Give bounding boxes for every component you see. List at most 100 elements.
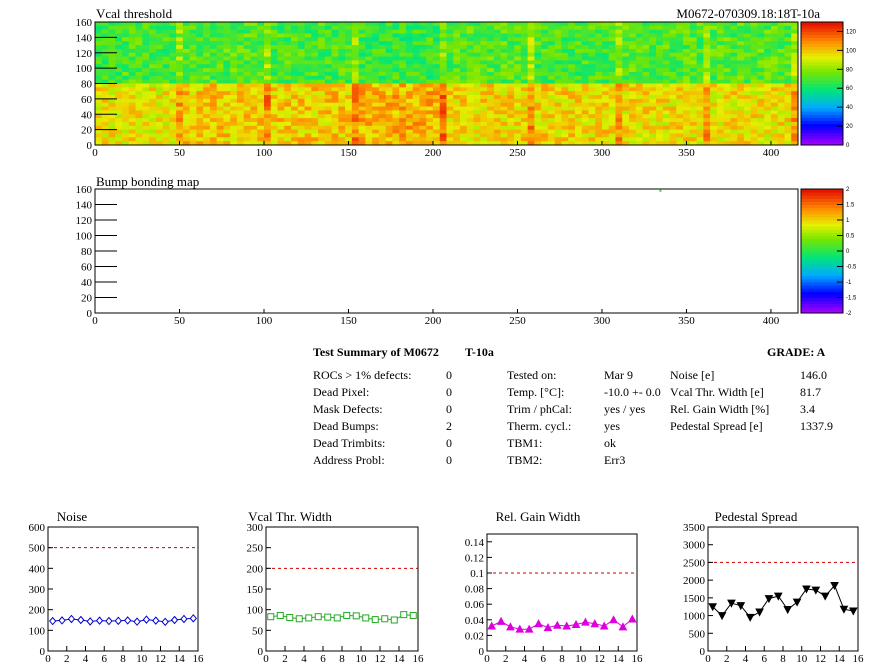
heatmap-cell: [209, 71, 218, 77]
heatmap-cell: [473, 91, 481, 96]
heatmap-cell: [101, 79, 109, 84]
heatmap-cell: [656, 79, 664, 84]
heatmap-cell: [432, 25, 441, 31]
y-tick-label: 300: [29, 584, 46, 596]
heatmap-cell: [372, 79, 380, 84]
color-scale-band: [801, 55, 843, 60]
heatmap-cell: [716, 87, 725, 92]
heatmap-cell: [615, 106, 623, 111]
heatmap-cell: [770, 41, 779, 46]
heatmap-cell: [716, 25, 725, 31]
heatmap-cell: [257, 110, 265, 115]
heatmap-cell: [703, 106, 711, 111]
heatmap-cell: [541, 79, 549, 84]
heatmap-cell: [743, 118, 752, 123]
heatmap-cell: [196, 48, 204, 54]
heatmap-cell: [291, 37, 299, 42]
x-tick-label: 0: [484, 653, 490, 665]
y-tick-label: 2000: [683, 575, 706, 587]
heatmap-cell: [439, 114, 447, 119]
heatmap-cell: [223, 45, 231, 50]
heatmap-cell: [236, 68, 245, 73]
heatmap-cell: [723, 25, 731, 31]
heatmap-cell: [460, 133, 468, 138]
color-scale-band: [801, 272, 843, 277]
heatmap-cell: [487, 114, 495, 119]
heatmap-cell: [209, 22, 218, 27]
x-tick-label: 12: [155, 653, 166, 665]
heatmap-cell: [426, 48, 434, 54]
heatmap-cell: [426, 118, 434, 123]
heatmap-cell: [345, 137, 353, 142]
heatmap-cell: [629, 25, 637, 31]
data-point: [152, 616, 160, 625]
heatmap-cell: [723, 121, 731, 127]
heatmap-cell: [304, 33, 312, 38]
heatmap-cell: [608, 68, 616, 73]
heatmap-cell: [568, 75, 576, 81]
heatmap-cell: [568, 48, 576, 54]
heatmap-cell: [203, 102, 211, 107]
heatmap-cell: [149, 102, 157, 107]
heatmap-cell: [209, 129, 218, 134]
heatmap-cell: [500, 75, 508, 81]
heatmap-cell: [297, 45, 305, 50]
heatmap-cell: [750, 125, 758, 131]
heatmap-cell: [284, 125, 292, 131]
heatmap-cell: [351, 98, 360, 104]
heatmap-cell: [676, 79, 684, 84]
heatmap-cell: [108, 79, 116, 84]
heatmap-cell: [358, 91, 366, 96]
heatmap-cell: [135, 75, 143, 81]
heatmap-cell: [743, 56, 752, 61]
x-tick-label: 150: [340, 315, 357, 327]
heatmap-cell: [777, 41, 785, 46]
heatmap-cell: [561, 129, 569, 134]
color-scale-band: [801, 114, 843, 118]
heatmap-cell: [277, 98, 285, 104]
color-scale-band: [801, 238, 843, 243]
heatmap-cell: [703, 37, 711, 42]
heatmap-cell: [250, 83, 258, 88]
heatmap-cell: [230, 98, 238, 104]
heatmap-cell: [324, 48, 332, 54]
heatmap-cell: [791, 110, 799, 115]
heatmap-cell: [460, 141, 468, 146]
heatmap-cell: [507, 106, 515, 111]
heatmap-cell: [608, 102, 616, 107]
heatmap-cell: [656, 114, 664, 119]
heatmap-cell: [635, 68, 643, 73]
x-tick-label: 2: [64, 653, 70, 665]
heatmap-cell: [642, 98, 650, 104]
heatmap-cell: [466, 141, 474, 146]
heatmap-cell: [189, 37, 197, 42]
heatmap-cell: [622, 83, 630, 88]
heatmap-cell: [527, 22, 535, 27]
heatmap-cell: [95, 137, 103, 142]
heatmap-cell: [642, 64, 650, 69]
heatmap-cell: [554, 29, 562, 34]
data-point: [390, 616, 398, 624]
heatmap-cell: [257, 118, 265, 123]
heatmap-cell: [318, 83, 326, 88]
heatmap-cell: [642, 95, 650, 100]
color-scale-label: -1.5: [846, 296, 857, 302]
heatmap-cell: [750, 91, 758, 96]
heatmap-cell: [581, 83, 589, 88]
heatmap-cell: [534, 45, 542, 50]
heatmap-cell: [135, 52, 143, 57]
heatmap-cell: [250, 71, 258, 77]
x-tick-label: 12: [815, 653, 826, 665]
heatmap-cell: [378, 137, 387, 142]
heatmap-cell: [514, 98, 522, 104]
heatmap-cell: [662, 106, 670, 111]
heatmap-cell: [230, 133, 238, 138]
heatmap-cell: [196, 56, 204, 61]
color-scale-band: [801, 43, 843, 48]
heatmap-cell: [128, 22, 136, 27]
heatmap-cell: [101, 110, 109, 115]
heatmap-cell: [216, 68, 224, 73]
heatmap-cell: [770, 37, 779, 42]
heatmap-cell: [263, 56, 272, 61]
heatmap-cell: [635, 52, 643, 57]
